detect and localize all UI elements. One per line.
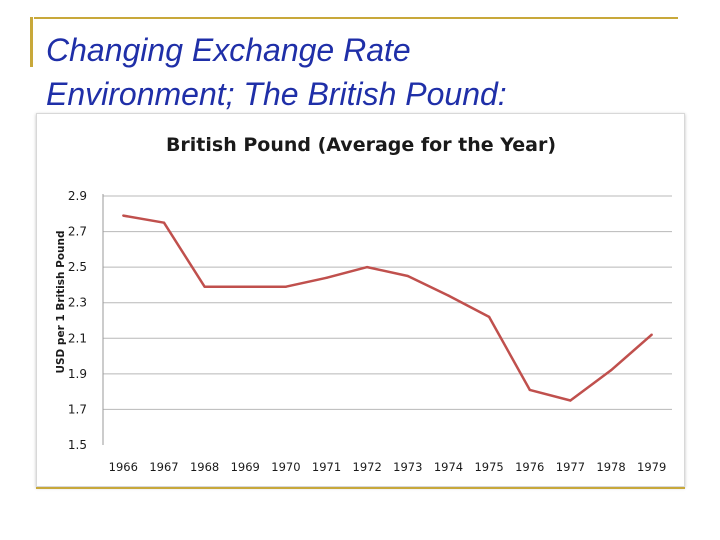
y-tick-labels: 1.5 1.7 1.9 2.1 2.3 2.5 2.7 2.9: [68, 189, 87, 452]
title-top-rule: [34, 17, 678, 19]
data-point: [122, 214, 125, 217]
chart-container: British Pound (Average for the Year) USD…: [36, 113, 685, 487]
x-tick-label: 1974: [434, 460, 463, 474]
x-tick-label: 1968: [190, 460, 219, 474]
data-point: [569, 399, 572, 402]
x-tick-label: 1978: [596, 460, 625, 474]
data-point: [284, 285, 288, 288]
data-point: [487, 315, 491, 319]
gridlines: [102, 194, 672, 445]
x-tick-label: 1975: [474, 460, 503, 474]
x-tick-label: 1979: [637, 460, 666, 474]
x-tick-label: 1976: [515, 460, 544, 474]
y-axis-label: USD per 1 British Pound: [55, 230, 67, 373]
chart-title: British Pound (Average for the Year): [166, 134, 556, 156]
title-left-rule: [30, 17, 33, 67]
data-point: [162, 221, 166, 224]
x-tick-label: 1971: [312, 460, 341, 474]
x-tick-label: 1977: [556, 460, 585, 474]
y-tick-label: 2.9: [68, 189, 87, 203]
x-tick-label: 1970: [271, 460, 300, 474]
data-point: [406, 274, 410, 278]
x-tick-label: 1967: [149, 460, 178, 474]
x-tick-label: 1972: [353, 460, 382, 474]
data-point: [365, 265, 369, 269]
x-tick-label: 1966: [109, 460, 138, 474]
series-layer: [122, 214, 653, 402]
data-point: [650, 333, 653, 336]
y-tick-label: 1.7: [68, 402, 87, 416]
data-point: [203, 285, 206, 288]
slide-title: Changing Exchange Rate Environment; The …: [46, 32, 507, 112]
x-tick-label: 1969: [231, 460, 260, 474]
data-point: [325, 276, 328, 280]
series-line: [123, 214, 653, 402]
bottom-rule: [36, 487, 685, 489]
y-tick-label: 1.5: [68, 438, 87, 452]
y-tick-label: 2.1: [68, 331, 87, 345]
data-point: [528, 388, 531, 392]
y-tick-label: 2.5: [68, 260, 87, 274]
data-point: [609, 369, 613, 372]
data-point: [244, 285, 247, 288]
y-tick-label: 1.9: [68, 367, 87, 381]
line-chart: British Pound (Average for the Year) USD…: [55, 134, 672, 474]
data-point: [447, 294, 450, 297]
x-tick-labels: 1966 1967 1968 1969 1970 1971 1972 1973 1974 1975…: [109, 460, 667, 474]
y-tick-label: 2.3: [68, 296, 87, 310]
x-tick-label: 1973: [393, 460, 422, 474]
y-tick-label: 2.7: [68, 225, 87, 239]
